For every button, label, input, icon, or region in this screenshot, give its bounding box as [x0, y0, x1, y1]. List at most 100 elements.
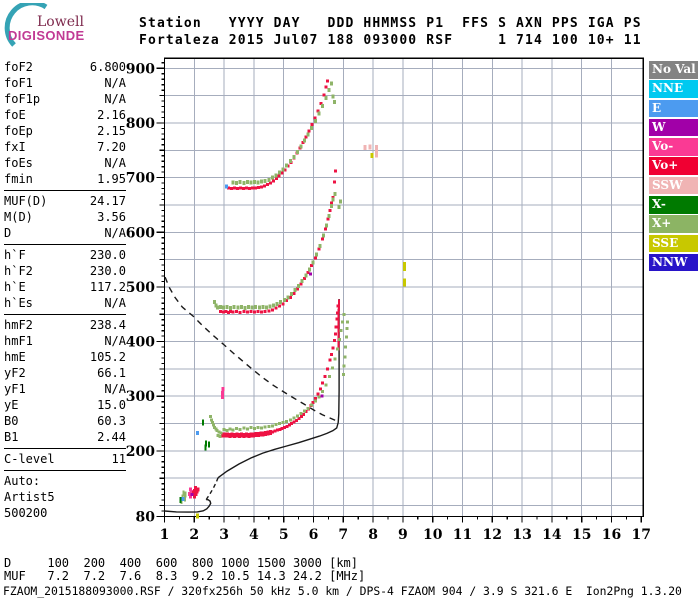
param-label: h`F — [4, 248, 26, 262]
param-value: 24.17 — [89, 194, 126, 208]
param-label: hmE — [4, 350, 26, 364]
param-label: foF2 — [4, 60, 33, 74]
y-axis-tick-label: 800 — [126, 116, 155, 132]
header-station-values: Fortaleza 2015 Jul07 188 093000 RSF 1 71… — [139, 33, 642, 48]
param-value: 3.56 — [97, 210, 126, 224]
param-row: yE 15.0 — [4, 397, 126, 413]
y-axis-tick-label: 900 — [126, 61, 155, 77]
series-vo-plus-3rd-hop — [227, 79, 329, 190]
param-label: foEp — [4, 124, 33, 138]
param-label: foF1p — [4, 92, 41, 106]
param-row: foEs N/A — [4, 155, 126, 171]
param-label: h`Es — [4, 296, 33, 310]
param-label: M(D) — [4, 210, 33, 224]
panel-section: MUF(D) 24.17 M(D) 3.56 D N/A — [4, 190, 126, 244]
param-label: foE — [4, 108, 26, 122]
series-e-echoes-blue — [181, 184, 228, 501]
param-value: 11 — [111, 452, 126, 466]
param-label: fmin — [4, 172, 33, 186]
series-sse-echoes — [195, 153, 407, 519]
param-value: N/A — [104, 226, 126, 240]
legend-item-nne: NNE — [649, 80, 698, 98]
panel-section: Auto: Artist5 500200 — [4, 470, 126, 524]
y-axis-tick-label: 600 — [126, 225, 155, 241]
param-row: B0 60.3 — [4, 413, 126, 429]
param-value: 105.2 — [89, 350, 126, 364]
chart-grid — [164, 58, 644, 517]
series-vo-plus-f-trace-band — [221, 429, 272, 439]
chart-frame — [163, 57, 644, 518]
y-axis-tick-label: 500 — [126, 280, 155, 296]
status-line: FZAOM_2015188093000.RSF / 320fx256h 50 k… — [3, 584, 682, 598]
param-row: fxI 7.20 — [4, 139, 126, 155]
distance-row: D 100 200 400 600 800 1000 1500 3000 [km… — [4, 556, 359, 570]
param-label: yF2 — [4, 366, 26, 380]
param-value: 2.16 — [97, 108, 126, 122]
axis-ticks — [156, 62, 642, 523]
param-label: hmF1 — [4, 334, 33, 348]
param-value: N/A — [104, 92, 126, 106]
param-value: N/A — [104, 296, 126, 310]
legend-item-vo-: Vo- — [649, 138, 698, 156]
param-row: fmin 1.95 — [4, 171, 126, 187]
parameters-panel: foF2 6.800 foF1 N/A foF1p N/A foE 2.16 foEp 2.15 f… — [4, 57, 126, 524]
x-axis-tick-label: 11 — [453, 527, 472, 543]
series-x-plus-f-trace — [209, 312, 349, 439]
logo-lowell-text: Lowell — [37, 14, 84, 30]
series-x-plus-2nd-hop — [213, 192, 342, 311]
param-value: 7.20 — [97, 140, 126, 154]
param-value: 66.1 — [97, 366, 126, 380]
panel-section: C-level 11 — [4, 448, 126, 470]
x-axis-tick-label: 15 — [572, 527, 591, 543]
param-label: Artist5 — [4, 490, 55, 504]
param-value: 117.2 — [89, 280, 126, 294]
e-layer-profile — [164, 498, 212, 513]
y-axis-tick-label: 400 — [126, 335, 155, 351]
param-label: yE — [4, 398, 19, 412]
param-value: 1.95 — [97, 172, 126, 186]
param-label: h`E — [4, 280, 26, 294]
param-value: 2.44 — [97, 430, 126, 444]
param-label: 500200 — [4, 506, 48, 520]
param-label: B0 — [4, 414, 19, 428]
param-value: N/A — [104, 76, 126, 90]
y-axis-tick-label: 300 — [126, 389, 155, 405]
param-row: hmF2 238.4 — [4, 317, 126, 333]
param-row: h`E 117.2 — [4, 279, 126, 295]
legend-item-sse: SSE — [649, 234, 698, 253]
param-label: fxI — [4, 140, 26, 154]
param-row: MUF(D) 24.17 — [4, 193, 126, 209]
param-label: yF1 — [4, 382, 26, 396]
x-axis-tick-label: 14 — [542, 527, 562, 543]
param-row: foEp 2.15 — [4, 123, 126, 139]
param-row: D N/A — [4, 225, 126, 241]
lowell-digisonde-logo: Lowell DIGISONDE — [4, 3, 116, 55]
x-axis-tick-label: 8 — [368, 527, 378, 543]
param-row: yF2 66.1 — [4, 365, 126, 381]
series-e-region-vo-plus — [191, 486, 200, 499]
param-row: Auto: — [4, 473, 126, 489]
param-row: C-level 11 — [4, 451, 126, 467]
param-value: 230.0 — [89, 248, 126, 262]
param-value: N/A — [104, 156, 126, 170]
x-axis-tick-label: 17 — [632, 527, 651, 543]
x-axis-tick-label: 10 — [423, 527, 443, 543]
x-axis-tick-label: 5 — [279, 527, 289, 543]
x-axis-tick-label: 7 — [338, 527, 348, 543]
legend-item-e: E — [649, 99, 698, 118]
valley-profile — [205, 477, 219, 500]
muf-transmission-curve — [164, 276, 339, 423]
legend-item-no-val: No Val — [649, 61, 698, 79]
echo-direction-legend: No Val NNE E W Vo- Vo+ SSW X- X+ SSE NNW — [649, 61, 698, 273]
param-label: D — [4, 226, 12, 240]
series-x-minus-echoes — [179, 419, 210, 504]
x-axis-tick-label: 13 — [512, 527, 531, 543]
param-label: Auto: — [4, 474, 41, 488]
param-row: foF1p N/A — [4, 91, 126, 107]
x-axis-tick-label: 16 — [602, 527, 621, 543]
panel-section: hmF2 238.4 hmF1 N/A hmE 105.2 yF2 66.1 yF1 N/A yE 1… — [4, 314, 126, 448]
x-axis-tick-label: 12 — [483, 527, 502, 543]
param-label: foF1 — [4, 76, 33, 90]
legend-item-w: W — [649, 118, 698, 137]
x-axis-tick-label: 2 — [189, 527, 199, 543]
